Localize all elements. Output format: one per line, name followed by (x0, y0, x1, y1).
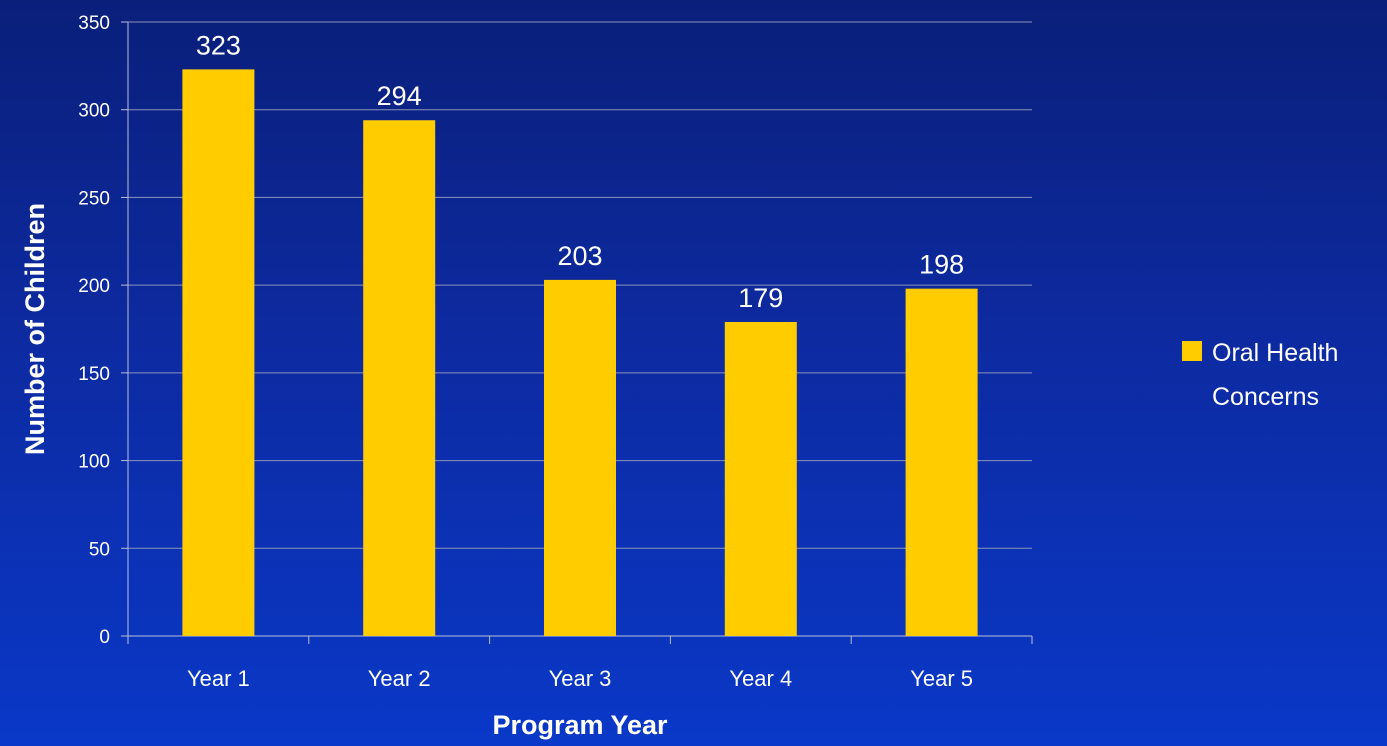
legend-label-line-1: Oral Health (1212, 339, 1338, 367)
data-label: 323 (196, 30, 241, 60)
y-tick-label: 150 (78, 364, 110, 385)
x-tick-label: Year 2 (368, 666, 431, 691)
bar-year-3 (544, 279, 616, 636)
data-label: 294 (377, 81, 422, 111)
x-tick-label: Year 3 (549, 666, 612, 691)
x-tick-label: Year 5 (910, 666, 973, 691)
y-tick-label: 0 (99, 627, 110, 648)
y-tick-label: 350 (78, 13, 110, 34)
bars (182, 69, 978, 637)
legend-swatch (1182, 341, 1202, 361)
y-tick-label: 200 (78, 276, 110, 297)
data-label: 179 (738, 283, 783, 313)
y-axis-title: Number of Children (20, 203, 50, 455)
y-tick-label: 100 (78, 452, 110, 473)
y-tick-label: 250 (78, 188, 110, 209)
bar-year-1 (182, 69, 255, 636)
x-tick-label: Year 4 (729, 666, 792, 691)
y-tick-labels: 0 50 100 150 200 250 300 350 (78, 13, 128, 648)
legend-label-line-2: Concerns (1212, 383, 1319, 411)
y-tick-label: 50 (89, 539, 110, 560)
bar-year-4 (724, 321, 797, 636)
data-label: 203 (557, 241, 602, 271)
bar-year-5 (905, 288, 978, 636)
data-labels: 323 294 203 179 198 (196, 30, 964, 313)
y-tick-label: 300 (78, 101, 110, 122)
bar-year-2 (363, 120, 436, 637)
x-tick-label: Year 1 (187, 666, 250, 691)
legend: Oral Health Concerns (1182, 339, 1338, 411)
x-axis-title: Program Year (492, 710, 668, 740)
x-tick-labels: Year 1 Year 2 Year 3 Year 4 Year 5 (127, 636, 1033, 691)
data-label: 198 (919, 250, 964, 280)
